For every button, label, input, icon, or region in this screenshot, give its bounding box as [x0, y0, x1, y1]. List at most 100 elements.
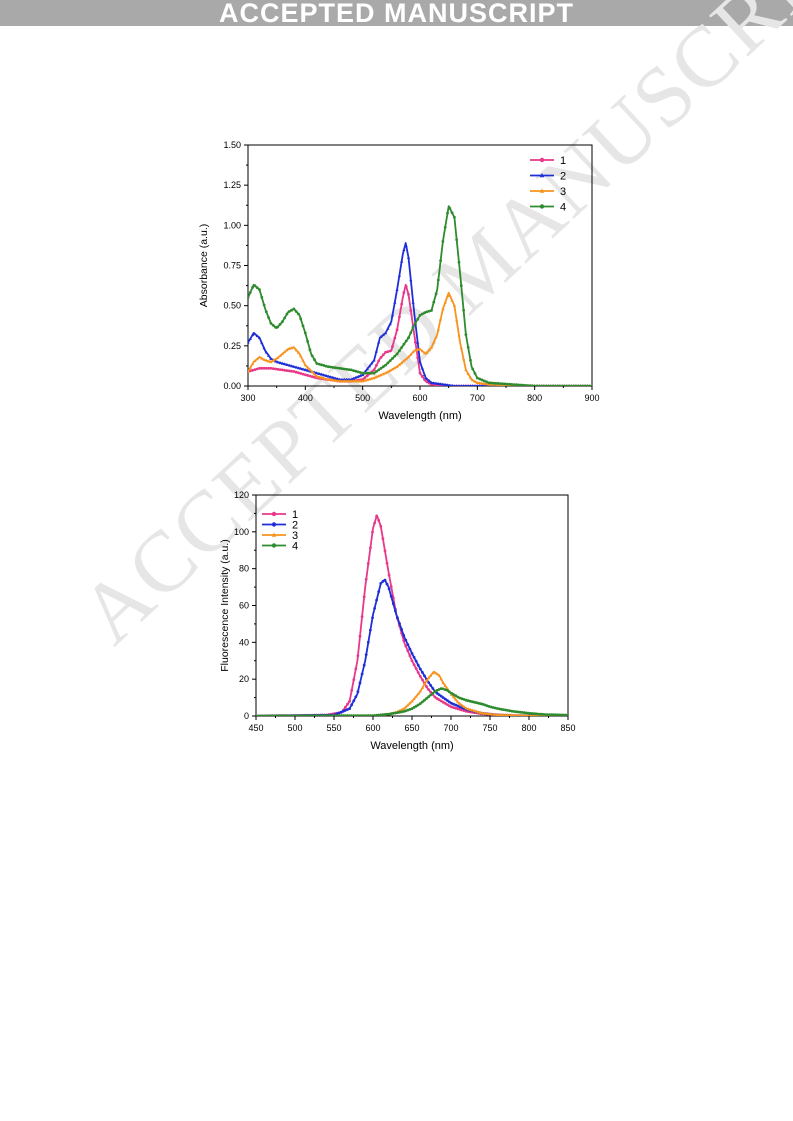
abs-series-1-point	[416, 356, 420, 360]
abs-series-2-point	[299, 366, 303, 370]
fl-series-4-point	[502, 708, 505, 711]
fl-series-4-point	[535, 712, 539, 716]
abs-series-4-point	[570, 384, 573, 386]
abs-series-2-point	[303, 368, 307, 372]
fl-series-4-point	[335, 714, 339, 716]
abs-series-4-point	[320, 363, 323, 367]
abs-series-4-point	[407, 336, 410, 340]
fl-series-3-point	[402, 707, 406, 711]
abs-series-4-point	[297, 312, 300, 316]
abs-series-2-point	[260, 341, 264, 345]
abs-series-2-point	[434, 381, 438, 385]
abs-series-4-point	[359, 371, 362, 374]
fl-x-tick-label: 650	[404, 723, 419, 733]
abs-series-1-point	[306, 374, 309, 377]
abs-series-2-point	[333, 376, 337, 380]
fl-series-3-point	[497, 713, 501, 716]
fl-series-2-line	[256, 578, 568, 716]
fl-series-1-point	[462, 709, 466, 712]
fl-series-4-point	[446, 689, 449, 692]
fl-series-4-point	[520, 711, 524, 714]
fl-series-4-point	[433, 690, 437, 693]
fl-series-4-point	[547, 713, 551, 716]
abs-series-4-point	[540, 384, 543, 386]
fl-series-1-point	[414, 667, 418, 670]
abs-series-3-point	[427, 348, 431, 352]
fl-series-1-point	[385, 561, 389, 565]
abs-series-3-point	[264, 358, 268, 362]
abs-series-3-point	[257, 355, 262, 359]
fl-series-3-point	[464, 706, 468, 710]
fl-series-3-point	[425, 679, 429, 683]
abs-series-2-point	[404, 244, 408, 248]
fl-series-4-point	[333, 714, 337, 716]
abs-series-2-point	[462, 384, 465, 386]
abs-series-1-point	[414, 340, 417, 344]
abs-legend-label-1: 1	[560, 155, 566, 167]
abs-series-4-point	[345, 367, 348, 371]
abs-series-2-point	[420, 366, 424, 370]
abs-series-3-point	[390, 367, 395, 371]
abs-series-3-point	[457, 333, 461, 337]
abs-series-2-point	[397, 273, 401, 277]
fl-series-1-point	[437, 698, 441, 702]
abs-series-3-point	[464, 368, 468, 372]
fl-series-4-point	[292, 714, 295, 716]
fl-series-4-point	[495, 707, 499, 710]
abs-series-3-point	[349, 379, 353, 383]
abs-series-3-point	[450, 298, 454, 302]
fl-series-3-point	[499, 713, 503, 716]
fl-legend-marker-2	[271, 522, 277, 527]
abs-series-1-point	[310, 375, 314, 379]
abs-y-tick-label: 1.00	[223, 220, 241, 230]
abs-series-1-point	[294, 370, 298, 374]
fl-series-4-point	[427, 695, 430, 699]
abs-series-1-point	[372, 368, 376, 372]
abs-series-1-line	[248, 283, 592, 386]
abs-series-1-point	[395, 328, 399, 332]
fl-series-4-point	[283, 714, 287, 716]
abs-series-4-point	[411, 326, 415, 329]
abs-series-3-point	[478, 381, 482, 385]
abs-series-4-point	[492, 381, 495, 385]
abs-series-2-point	[381, 333, 385, 337]
abs-series-2-point	[326, 374, 330, 378]
abs-legend-marker-1	[539, 157, 545, 163]
fl-series-2-point	[383, 578, 387, 582]
fl-y-tick-label: 20	[239, 674, 249, 684]
abs-series-3-point	[452, 303, 456, 307]
abs-series-2-point	[483, 384, 486, 386]
fl-series-4-point	[514, 710, 518, 714]
fl-legend-label-3: 3	[292, 530, 298, 542]
fl-series-3-point	[529, 714, 532, 716]
fl-series-4-point	[506, 709, 510, 712]
abs-series-4-point	[310, 354, 314, 358]
fl-series-2-point	[450, 701, 453, 705]
fl-series-3-point	[525, 713, 528, 716]
fl-series-4-point	[377, 713, 381, 716]
abs-series-2-point	[319, 372, 323, 376]
abs-series-4-point	[531, 384, 534, 386]
abs-series-4-point	[450, 211, 454, 215]
abs-series-3-point	[459, 346, 463, 350]
abs-series-4-point	[430, 309, 433, 312]
fl-series-2-point	[402, 633, 406, 637]
abs-series-4-point	[404, 339, 408, 343]
abs-series-4-point	[269, 321, 273, 325]
abs-legend-label-2: 2	[560, 171, 566, 183]
abs-series-4-point	[466, 346, 470, 349]
abs-series-4-point	[294, 310, 298, 313]
fl-series-1-point	[454, 706, 458, 710]
abs-series-2-point	[301, 367, 305, 371]
abs-series-4-point	[551, 384, 555, 386]
abs-series-4-point	[347, 368, 351, 371]
fl-series-4-point	[558, 713, 562, 716]
abs-series-4-point	[537, 384, 541, 386]
fl-series-4-point	[296, 714, 299, 716]
abs-series-4-point	[381, 365, 385, 369]
abs-series-3-point	[402, 359, 406, 363]
fl-series-4-point	[379, 713, 383, 716]
abs-series-1-point	[379, 356, 383, 359]
abs-series-2-point	[446, 383, 449, 386]
fl-series-2-point	[337, 711, 341, 715]
